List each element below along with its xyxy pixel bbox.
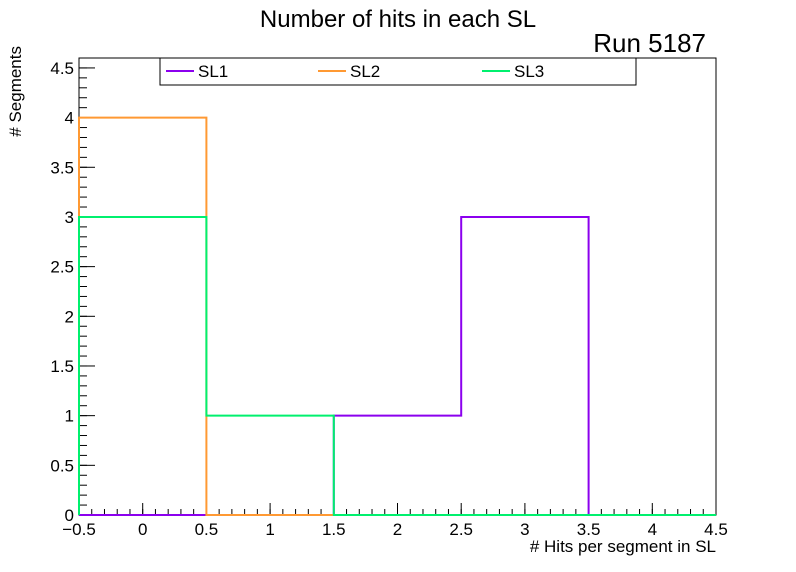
y-tick-label: 2	[65, 307, 74, 326]
x-tick-label: 1.5	[322, 520, 346, 539]
plot-frame	[78, 57, 717, 516]
chart-subtitle: Run 5187	[593, 28, 706, 58]
y-tick-label: 3	[65, 208, 74, 227]
legend-box	[159, 57, 637, 86]
y-tick-label: 1.5	[50, 357, 74, 376]
x-tick-label: 4	[648, 520, 657, 539]
y-tick-label: 4.5	[50, 59, 74, 78]
x-axis-label: # Hits per segment in SL	[529, 537, 716, 556]
x-tick-label: 1	[265, 520, 274, 539]
y-tick-label: 0	[65, 506, 74, 525]
x-tick-label: 0.5	[195, 520, 219, 539]
series-group	[78, 116, 716, 516]
legend: SL1 SL2 SL3	[159, 57, 637, 86]
x-tick-label: 3	[520, 520, 529, 539]
y-tick-label: 2.5	[50, 258, 74, 277]
legend-label-sl1: SL1	[198, 62, 228, 81]
y-tick-label: 0.5	[50, 456, 74, 475]
y-tick-label: 4	[65, 109, 74, 128]
x-tick-label: 3.5	[577, 520, 601, 539]
x-tick-label: 2.5	[449, 520, 473, 539]
x-tick-label: 4.5	[704, 520, 728, 539]
y-tick-label: 1	[65, 407, 74, 426]
series-sl1-line	[79, 215, 716, 516]
x-tick-label: −0.5	[62, 520, 96, 539]
series-sl2-line	[78, 116, 716, 516]
legend-label-sl2: SL2	[350, 62, 380, 81]
chart-title: Number of hits in each SL	[259, 6, 537, 33]
series-sl3-line	[78, 215, 716, 516]
legend-label-sl3: SL3	[514, 62, 544, 81]
x-tick-label: 2	[393, 520, 402, 539]
y-axis-label: # Segments	[6, 46, 25, 137]
y-tick-label: 3.5	[50, 158, 74, 177]
x-tick-label: 0	[138, 520, 147, 539]
axis-ticks: −0.5 0 0.5 1 1.5 2 2.5 3 3.5 4 4.500.511.522.533.5…	[50, 57, 728, 539]
